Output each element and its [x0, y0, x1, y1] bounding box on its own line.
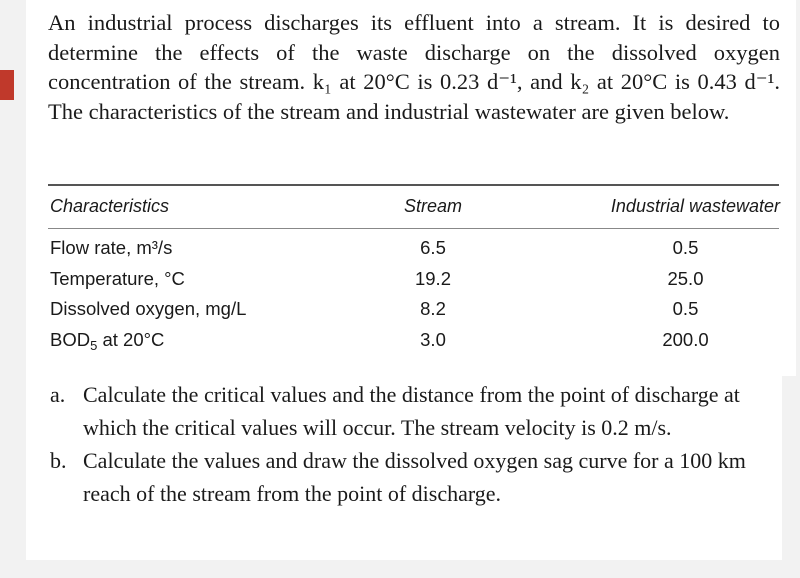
table-header-rule [48, 228, 779, 229]
row-stream-value: 8.2 [420, 298, 446, 319]
question-list: a. Calculate the critical values and the… [48, 378, 768, 510]
table-body: Flow rate, m³/s 6.5 0.5 Temperature, °C … [48, 237, 779, 359]
table-top-rule [48, 184, 779, 186]
table-row: Dissolved oxygen, mg/L 8.2 0.5 [48, 298, 779, 329]
page-lower [26, 376, 782, 560]
question-label: a. [50, 382, 66, 407]
row-industrial-value: 0.5 [672, 298, 699, 319]
row-industrial-value: 0.5 [672, 237, 699, 258]
row-stream-value: 19.2 [414, 267, 451, 289]
question-text: Calculate the values and draw the dissol… [83, 448, 746, 506]
row-label: Temperature, °C [50, 267, 185, 289]
row-stream-value: 3.0 [420, 328, 446, 350]
question-text: Calculate the critical values and the di… [83, 382, 740, 440]
table-row: Flow rate, m³/s 6.5 0.5 [48, 237, 779, 268]
page-upper [26, 0, 796, 376]
accent-marker [0, 70, 14, 100]
row-label-main: BOD [50, 328, 91, 350]
header-stream: Stream [403, 196, 463, 216]
header-industrial: Industrial wastewater [610, 196, 780, 216]
problem-intro: An industrial process discharges its eff… [48, 10, 780, 124]
row-label: Flow rate, m³/s [50, 237, 173, 258]
row-label: Dissolved oxygen, mg/L [50, 298, 247, 319]
row-stream-value: 6.5 [420, 237, 446, 258]
row-label: BOD5 at 20°C [50, 329, 164, 353]
question-item: a. Calculate the critical values and the… [48, 378, 768, 444]
table-header: Characteristics Stream Industrial wastew… [48, 196, 780, 220]
header-characteristics: Characteristics [50, 196, 170, 216]
row-label-tail: at 20°C [97, 328, 165, 350]
question-item: b. Calculate the values and draw the dis… [48, 444, 768, 510]
table-row: Temperature, °C 19.2 25.0 [48, 268, 779, 299]
table-row: BOD5 at 20°C 3.0 200.0 [48, 329, 779, 360]
row-industrial-value: 200.0 [662, 328, 709, 350]
row-industrial-value: 25.0 [667, 267, 704, 289]
row-label-subscript: 5 [90, 337, 98, 353]
question-label: b. [50, 448, 67, 473]
